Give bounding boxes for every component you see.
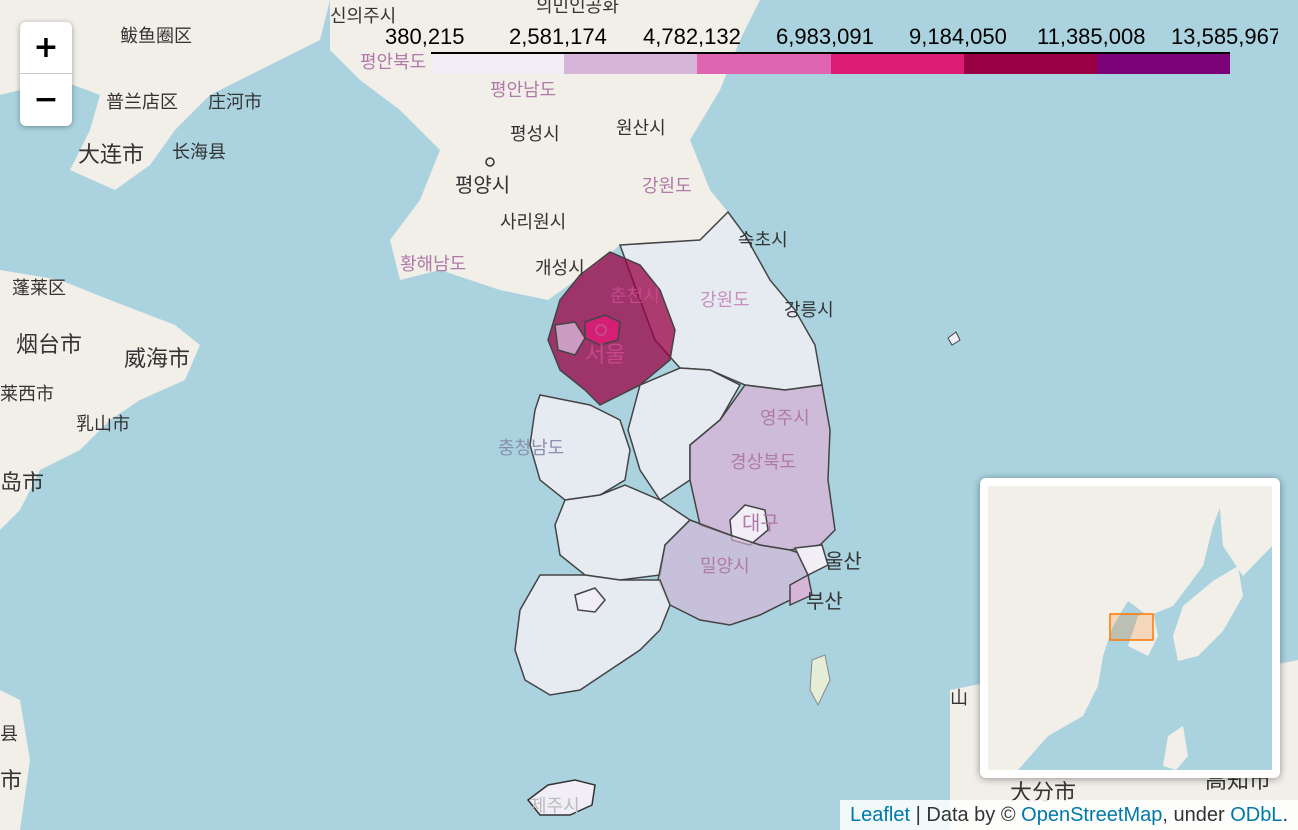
map-label-laixi: 莱西市 [0, 384, 54, 404]
legend-color-bar [431, 54, 1231, 74]
legend-swatch [697, 54, 831, 74]
map-label-left-xian: 县 [0, 724, 18, 744]
legend-tick-label: 380,215 [385, 24, 465, 49]
odbl-link[interactable]: ODbL [1230, 804, 1283, 826]
region-incheon[interactable] [554, 321, 586, 356]
map-label-miryang: 밀양시 [700, 556, 750, 576]
map-label-sinuiju: 신의주시 [330, 6, 396, 26]
map-label-hwanghae: 황해남도 [400, 254, 466, 274]
minimap-canvas [988, 486, 1272, 770]
map-label-gangwon-south: 강원도 [700, 290, 750, 310]
legend-tick-label: 13,585,967 [1171, 24, 1278, 49]
attribution-under: , under [1162, 804, 1231, 826]
zoom-in-button[interactable]: + [20, 22, 72, 74]
map-label-pyongyang: 평양시 [455, 174, 510, 197]
jeju-island [526, 779, 596, 816]
map-label-korea-top: 의민인공화 [536, 0, 619, 16]
seoul-marker [595, 324, 607, 336]
map-label-gangwon-north: 강원도 [642, 176, 692, 196]
legend-tick-label: 4,782,132 [643, 24, 741, 49]
map-label-ulsan: 울산 [825, 550, 862, 573]
land-shandong [0, 270, 200, 530]
land-china-liaoning [0, 0, 330, 190]
map-label-yantai: 烟台市 [16, 332, 82, 357]
map-label-changhai: 长海县 [172, 142, 226, 162]
ulleungdo [947, 331, 961, 346]
map-label-weihai: 威海市 [124, 346, 190, 371]
osm-link[interactable]: OpenStreetMap [1021, 804, 1163, 826]
map-label-seoul: 서울 [585, 342, 625, 367]
legend-swatch [564, 54, 698, 74]
map-label-zhuanghe: 庄河市 [208, 92, 262, 112]
map-label-gyeongbuk: 경상북도 [730, 452, 796, 472]
legend-axis-line [431, 52, 1230, 54]
map-label-gangneung: 강릉시 [784, 300, 834, 320]
map-label-penglai: 蓬莱区 [12, 278, 66, 298]
region-gwangju[interactable] [574, 587, 606, 613]
legend-swatch [431, 54, 565, 74]
zoom-control: + − [20, 22, 72, 126]
map-label-chuncheon: 춘천시 [610, 286, 660, 306]
legend-tick-label: 9,184,050 [909, 24, 1007, 49]
minimap-viewport-box[interactable] [1109, 613, 1154, 641]
legend-tick-label: 2,581,174 [509, 24, 607, 49]
map-label-pyeongnam: 평안남도 [490, 80, 556, 100]
region-seoul[interactable] [584, 314, 621, 346]
map-label-shan: 山 [950, 688, 968, 708]
minimap[interactable] [980, 478, 1280, 778]
map-label-sariwon: 사리원시 [500, 212, 566, 232]
map-label-dalian: 大连市 [78, 142, 144, 167]
map-label-jeju: 제주시 [530, 796, 580, 816]
color-legend: 380,215 2,581,174 4,782,132 6,983,091 9,… [385, 22, 1278, 78]
legend-swatch [963, 54, 1097, 74]
region-jeonnam[interactable] [514, 574, 671, 696]
region-ulsan[interactable] [793, 544, 829, 577]
attribution-sep: | Data by © [910, 804, 1022, 826]
map-label-qingdao: 岛市 [0, 470, 44, 495]
legend-tick-labels: 380,215 2,581,174 4,782,132 6,983,091 9,… [385, 24, 1278, 54]
attribution-bar: Leaflet | Data by © OpenStreetMap, under… [840, 800, 1298, 830]
map-label-chungnam: 충청남도 [498, 438, 564, 458]
tsushima [809, 654, 831, 707]
map-label-pyeongseong: 평성시 [510, 124, 560, 144]
map-label-wonsan: 원산시 [616, 118, 666, 138]
map-label-left-shi: 市 [0, 768, 22, 793]
attribution-end: . [1282, 804, 1288, 826]
region-busan[interactable] [789, 573, 813, 607]
zoom-out-button[interactable]: − [33, 82, 59, 117]
map-label-bayuquan: 鲅鱼圈区 [120, 26, 192, 46]
legend-tick-label: 11,385,008 [1037, 24, 1146, 49]
land-north-korea [330, 0, 760, 300]
map-label-kaesong: 개성시 [535, 258, 585, 278]
map-label-sokcho: 속초시 [738, 230, 788, 250]
legend-tick-label: 6,983,091 [776, 24, 874, 49]
map-label-pulandian: 普兰店区 [106, 92, 178, 112]
map-label-yeongju: 영주시 [760, 408, 810, 428]
legend-swatch [830, 54, 964, 74]
leaflet-link[interactable]: Leaflet [850, 804, 911, 826]
map-label-rushan: 乳山市 [76, 414, 130, 434]
map-label-pyeongbuk: 평안북도 [360, 52, 426, 72]
pyongyang-marker [485, 157, 495, 167]
map-label-busan: 부산 [806, 590, 843, 613]
map-label-daegu: 대구 [742, 512, 779, 535]
legend-swatch [1096, 54, 1231, 74]
